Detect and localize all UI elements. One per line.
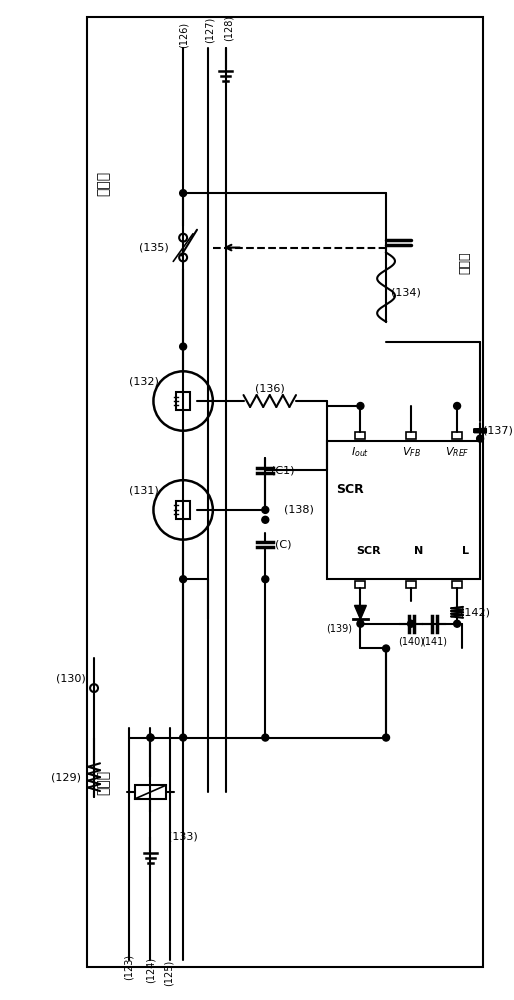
- Text: (127): (127): [205, 17, 215, 43]
- Text: 架线管: 架线管: [459, 251, 472, 274]
- Text: (128): (128): [224, 15, 234, 41]
- Circle shape: [262, 506, 269, 513]
- Text: N: N: [414, 546, 424, 556]
- Circle shape: [180, 190, 187, 197]
- Text: (124): (124): [145, 957, 155, 983]
- Bar: [452, 581, 462, 588]
- Polygon shape: [355, 605, 366, 619]
- Circle shape: [262, 734, 269, 741]
- Text: (131): (131): [128, 485, 158, 495]
- Circle shape: [262, 576, 269, 583]
- Bar: [406, 581, 416, 588]
- Bar: [356, 581, 365, 588]
- Circle shape: [180, 734, 187, 741]
- Circle shape: [180, 576, 187, 583]
- Text: (135): (135): [139, 243, 168, 253]
- Circle shape: [357, 402, 364, 409]
- Text: 负载侧: 负载侧: [97, 171, 111, 196]
- Text: (136): (136): [255, 383, 285, 393]
- Circle shape: [147, 734, 154, 741]
- Circle shape: [408, 620, 414, 627]
- Bar: [176, 501, 190, 519]
- Text: (C1): (C1): [271, 465, 295, 475]
- Circle shape: [454, 402, 461, 409]
- Text: SCR: SCR: [336, 483, 363, 496]
- Text: (137): (137): [483, 426, 513, 436]
- Circle shape: [382, 645, 390, 652]
- Text: (123): (123): [124, 954, 134, 980]
- Text: (139): (139): [326, 624, 352, 634]
- Circle shape: [382, 734, 390, 741]
- Text: (130): (130): [57, 673, 86, 683]
- Text: (142): (142): [460, 607, 490, 617]
- Text: (125): (125): [163, 960, 173, 986]
- Text: (132): (132): [128, 376, 158, 386]
- Circle shape: [476, 435, 484, 442]
- Bar: [176, 392, 190, 410]
- Circle shape: [180, 343, 187, 350]
- Circle shape: [454, 620, 461, 627]
- Circle shape: [262, 516, 269, 523]
- Text: (140): (140): [398, 637, 424, 647]
- Text: $I_{out}$: $I_{out}$: [351, 446, 370, 459]
- Text: (141): (141): [421, 637, 447, 647]
- Text: $V_{FB}$: $V_{FB}$: [401, 446, 420, 459]
- Bar: [327, 441, 480, 579]
- Bar: [452, 432, 462, 439]
- Text: L: L: [462, 546, 469, 556]
- Text: (134): (134): [391, 287, 421, 297]
- Text: 线路侧: 线路侧: [97, 770, 111, 795]
- Text: (129): (129): [51, 772, 81, 782]
- Text: SCR: SCR: [356, 546, 381, 556]
- Circle shape: [147, 734, 154, 741]
- Text: (133): (133): [168, 832, 198, 842]
- Text: (138): (138): [284, 505, 314, 515]
- Bar: [356, 432, 365, 439]
- Text: (C): (C): [275, 540, 291, 550]
- Bar: [406, 432, 416, 439]
- Bar: [87, 17, 483, 967]
- Text: (126): (126): [178, 22, 188, 48]
- Circle shape: [357, 620, 364, 627]
- Bar: [135, 785, 167, 799]
- Text: $V_{REF}$: $V_{REF}$: [445, 446, 469, 459]
